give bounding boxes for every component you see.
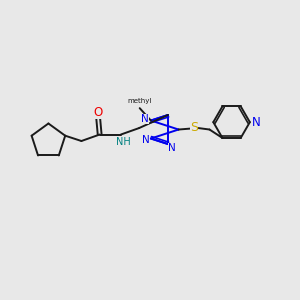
Text: NH: NH [116,137,130,148]
Text: N: N [142,135,149,145]
Text: O: O [94,106,103,119]
Text: S: S [190,121,198,134]
Text: N: N [252,116,261,129]
Text: N: N [141,114,149,124]
Text: N: N [168,142,176,153]
Text: methyl: methyl [127,98,151,104]
